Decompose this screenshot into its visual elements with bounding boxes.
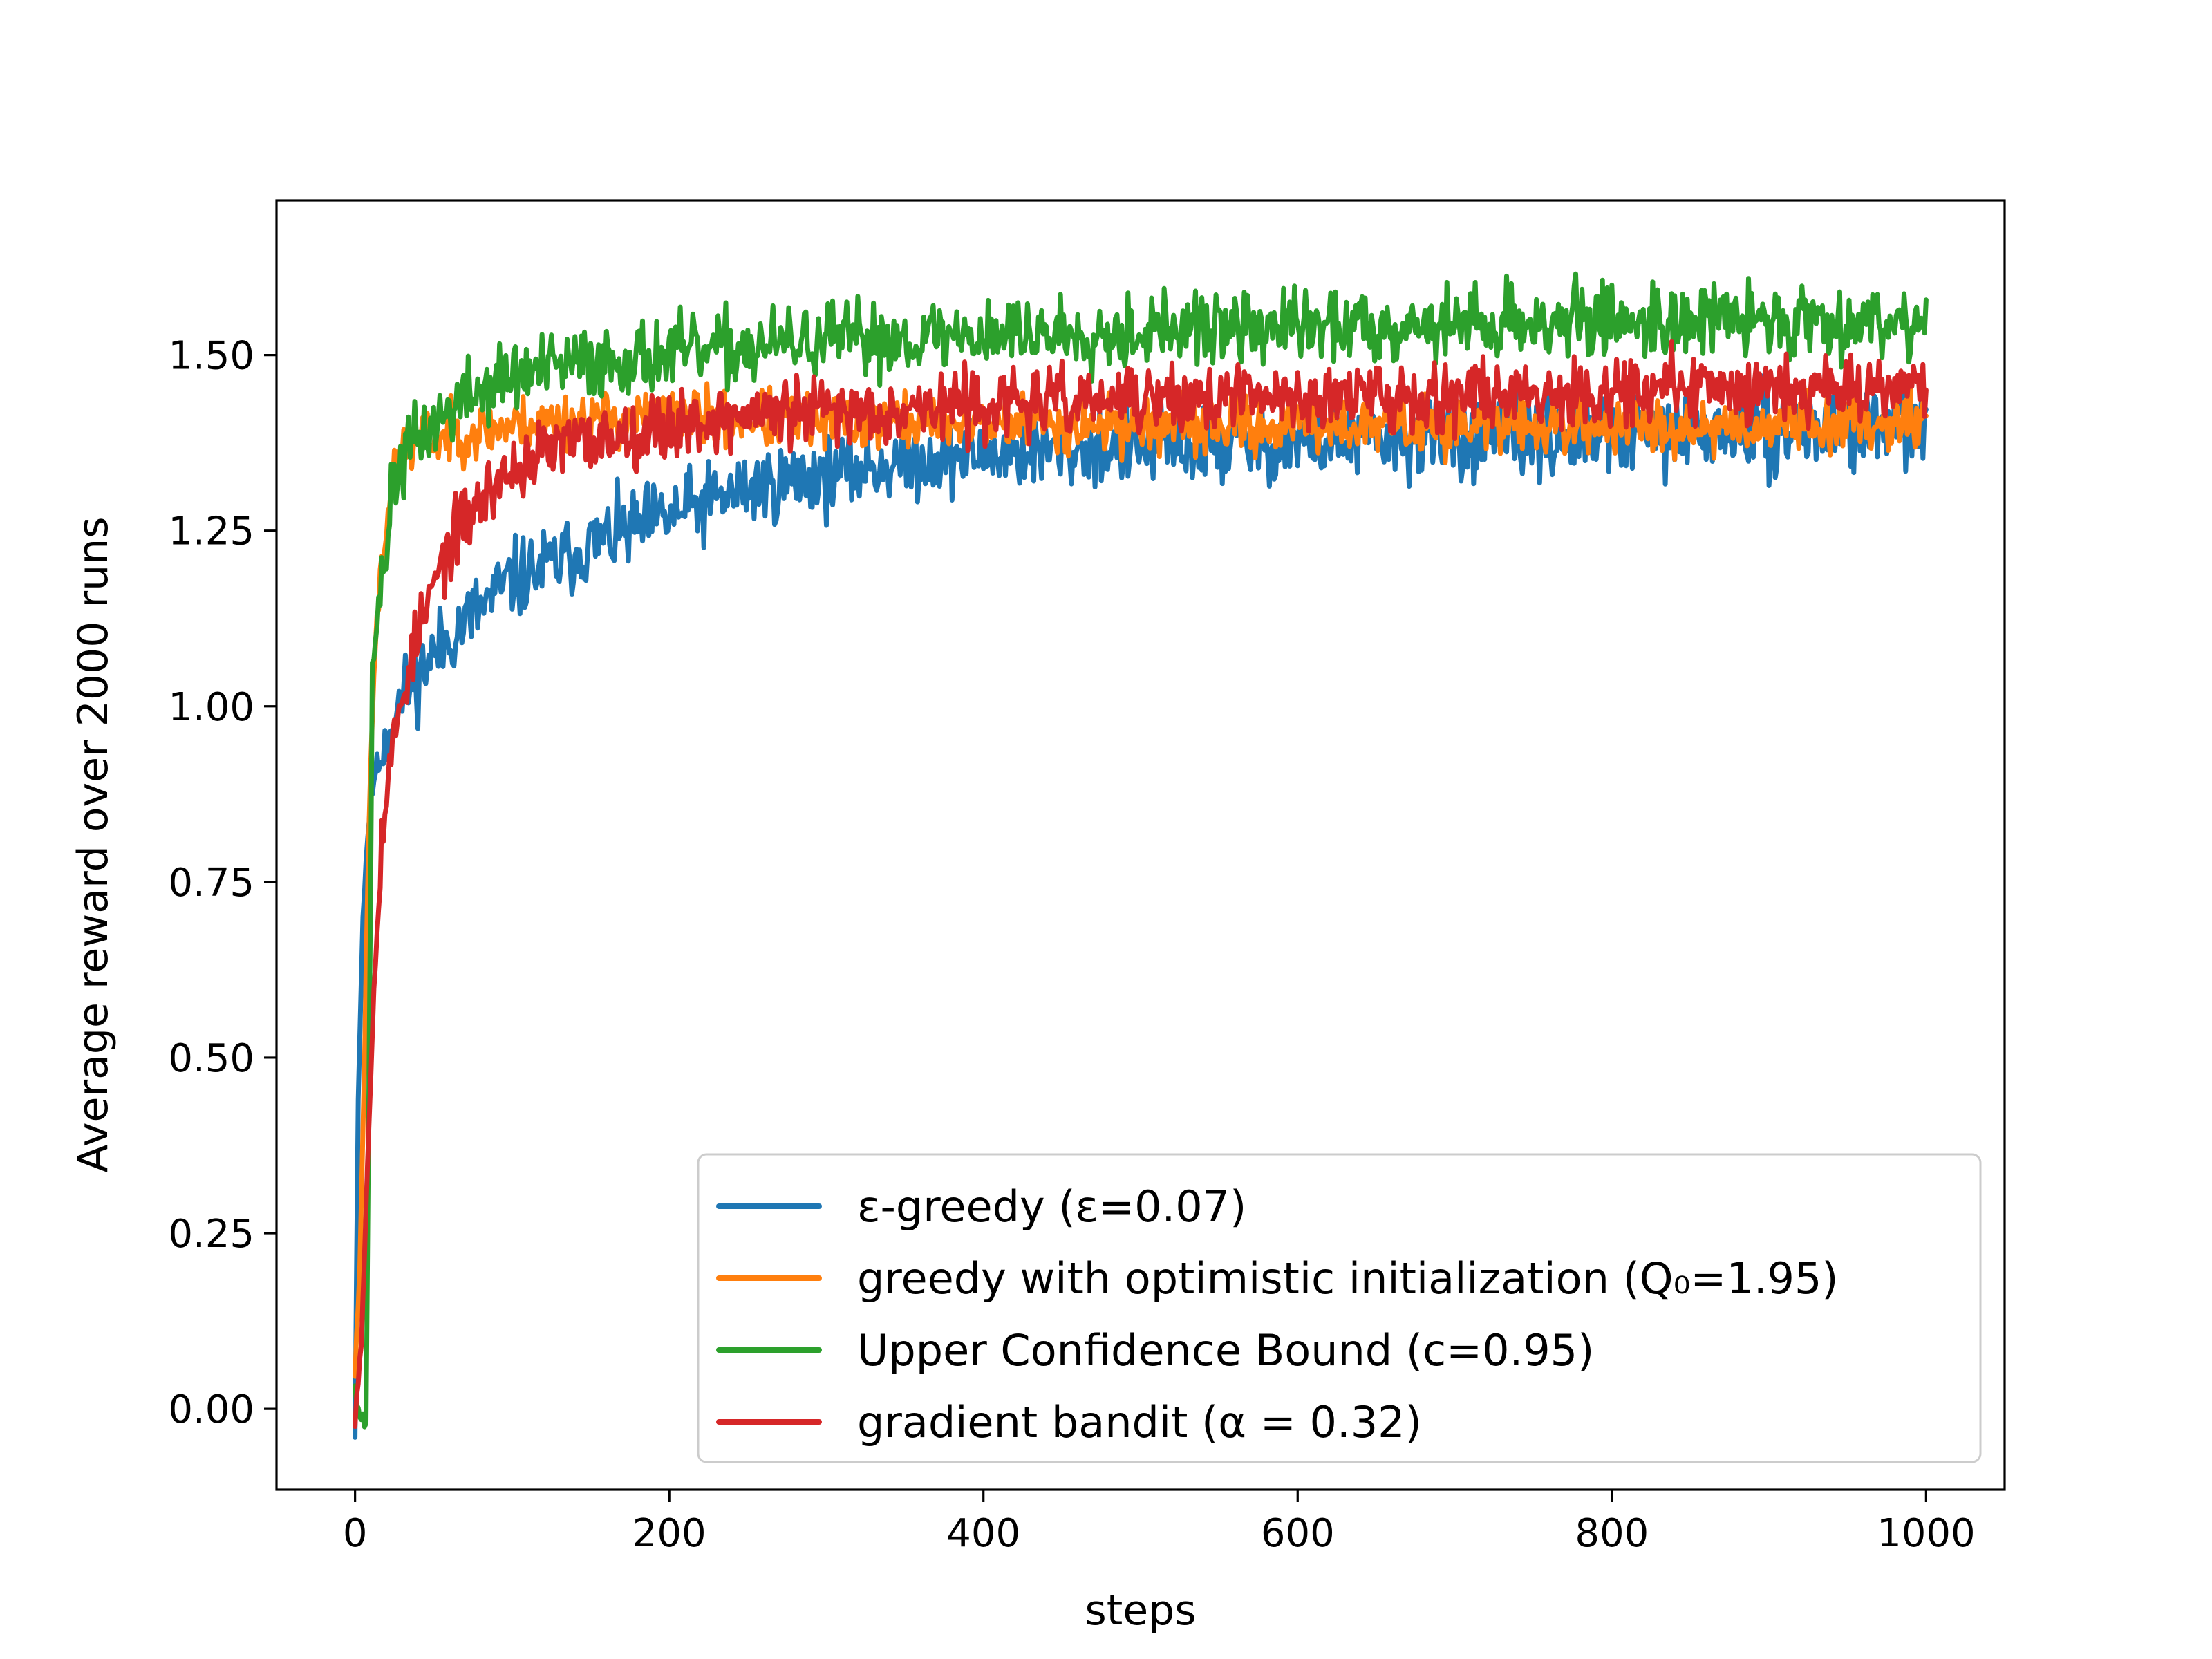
series-line-4 bbox=[353, 339, 1929, 1430]
y-tick-label: 1.25 bbox=[168, 509, 254, 554]
legend-frame bbox=[697, 1153, 1982, 1463]
legend: ε-greedy (ε=0.07) greedy with optimistic … bbox=[697, 1153, 1982, 1463]
x-tick-label: 1000 bbox=[1877, 1511, 1976, 1556]
y-tick-label: 1.00 bbox=[168, 685, 254, 730]
y-tick-label: 0.25 bbox=[168, 1212, 254, 1257]
legend-entries: ε-greedy (ε=0.07) greedy with optimistic … bbox=[716, 1181, 1839, 1447]
x-axis: 0 200 400 600 800 1000 bbox=[343, 1490, 1976, 1556]
y-axis-title: Average reward over 2000 runs bbox=[69, 517, 118, 1173]
legend-label: ε-greedy (ε=0.07) bbox=[857, 1181, 1246, 1232]
x-tick-label: 0 bbox=[343, 1511, 368, 1556]
y-axis: 0.00 0.25 0.50 0.75 1.00 1.25 1.50 bbox=[168, 334, 276, 1432]
series-layer bbox=[353, 271, 1929, 1440]
y-tick-label: 0.75 bbox=[168, 861, 254, 906]
x-tick-label: 400 bbox=[946, 1511, 1020, 1556]
y-tick-label: 1.50 bbox=[168, 334, 254, 379]
y-tick-label: 0.50 bbox=[168, 1036, 254, 1081]
x-axis-title: steps bbox=[1085, 1586, 1196, 1635]
series-line-3 bbox=[353, 271, 1929, 1430]
x-tick-label: 600 bbox=[1261, 1511, 1335, 1556]
legend-label: Upper Confidence Bound (c=0.95) bbox=[857, 1325, 1594, 1376]
y-tick-label: 0.00 bbox=[168, 1387, 254, 1432]
legend-label: gradient bandit (α = 0.32) bbox=[857, 1397, 1422, 1447]
legend-label: greedy with optimistic initialization (Q… bbox=[857, 1253, 1839, 1304]
x-tick-label: 200 bbox=[632, 1511, 706, 1556]
plot-frame bbox=[275, 199, 2006, 1491]
x-tick-label: 800 bbox=[1575, 1511, 1649, 1556]
